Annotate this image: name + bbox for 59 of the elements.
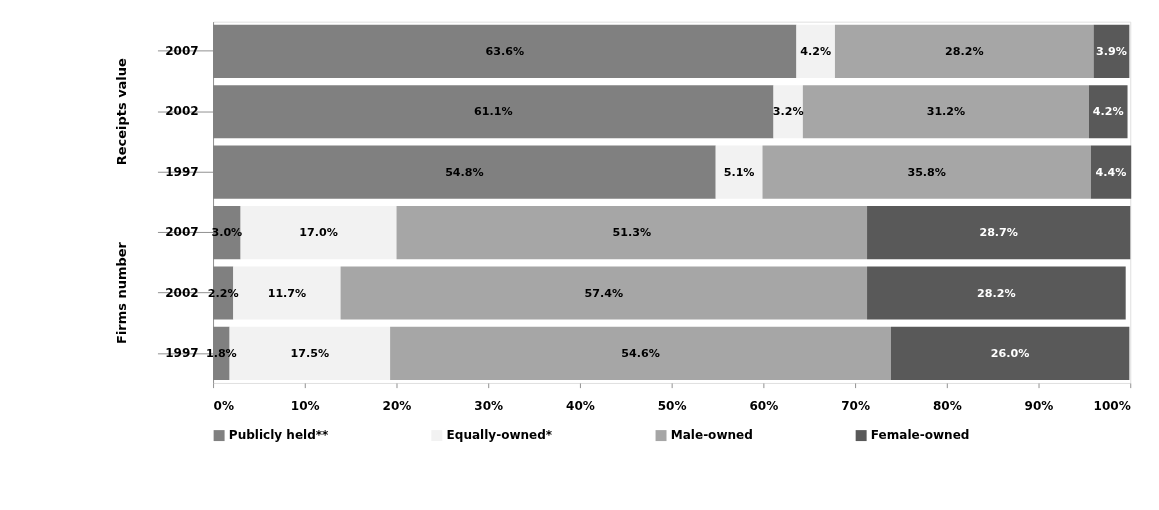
data-label: 51.3%: [612, 226, 652, 240]
y-tick-label: 2007: [165, 44, 199, 59]
bar: [396, 205, 868, 260]
data-label: 28.7%: [979, 226, 1018, 240]
data-label: 4.2%: [800, 45, 832, 59]
legend-label: Equally-owned*: [446, 428, 553, 443]
x-tick-label: 0%: [213, 399, 234, 414]
data-label: 4.2%: [1092, 105, 1124, 119]
data-label: 35.8%: [907, 165, 946, 179]
y-tick-label: 2007: [165, 225, 199, 240]
data-label: 11.7%: [267, 286, 307, 300]
x-tick-label: 10%: [290, 399, 320, 414]
data-label: 61.1%: [474, 105, 513, 119]
data-label: 28.2%: [944, 45, 984, 59]
bar: [834, 24, 1094, 78]
data-label: 3.9%: [1096, 45, 1127, 59]
bar: [1089, 85, 1128, 139]
x-tick-label: 70%: [841, 399, 870, 414]
data-label: 28.2%: [977, 286, 1016, 300]
data-label: 54.8%: [445, 165, 484, 179]
legend-label: Female-owned: [870, 428, 970, 443]
bar: [715, 145, 763, 199]
bar: [390, 326, 891, 380]
text: Firms number: [114, 241, 129, 344]
x-tick-label: 20%: [382, 399, 412, 414]
data-label: 4.4%: [1095, 165, 1127, 179]
bar: [240, 205, 397, 260]
y-tick-label: 2002: [165, 285, 199, 300]
bar: [762, 145, 1091, 199]
bar: [802, 85, 1090, 139]
y-tick-label: 1997: [165, 164, 199, 179]
bar: [773, 85, 803, 139]
data-label: 17.5%: [290, 347, 330, 361]
data-label: 63.6%: [485, 45, 525, 59]
bar: [867, 266, 1126, 320]
bar: [796, 24, 835, 78]
x-tick-label: 80%: [932, 399, 962, 414]
legend-label: Publicly held**: [228, 428, 330, 443]
bar: [340, 266, 868, 320]
data-label: 17.0%: [299, 226, 338, 240]
legend-label: Male-owned: [670, 428, 753, 443]
data-label: 5.1%: [723, 165, 755, 179]
bar: [890, 326, 1130, 380]
bar: [1090, 145, 1132, 199]
x-tick-label: 50%: [657, 399, 687, 414]
x-tick-label: 90%: [1024, 399, 1054, 414]
text: Receipts value: [114, 57, 129, 166]
y-tick-label: 2002: [165, 104, 199, 119]
data-label: 57.4%: [584, 286, 624, 300]
y-tick-label: 1997: [165, 346, 199, 361]
bar: [867, 205, 1131, 260]
data-label: 54.6%: [621, 347, 660, 361]
x-tick-label: 30%: [474, 399, 504, 414]
data-label: 26.0%: [990, 347, 1030, 361]
data-label: 31.2%: [926, 105, 966, 119]
x-tick-label: 100%: [1093, 399, 1131, 414]
x-tick-label: 40%: [566, 399, 595, 414]
x-tick-label: 60%: [749, 399, 779, 414]
data-label: 3.2%: [772, 105, 804, 119]
